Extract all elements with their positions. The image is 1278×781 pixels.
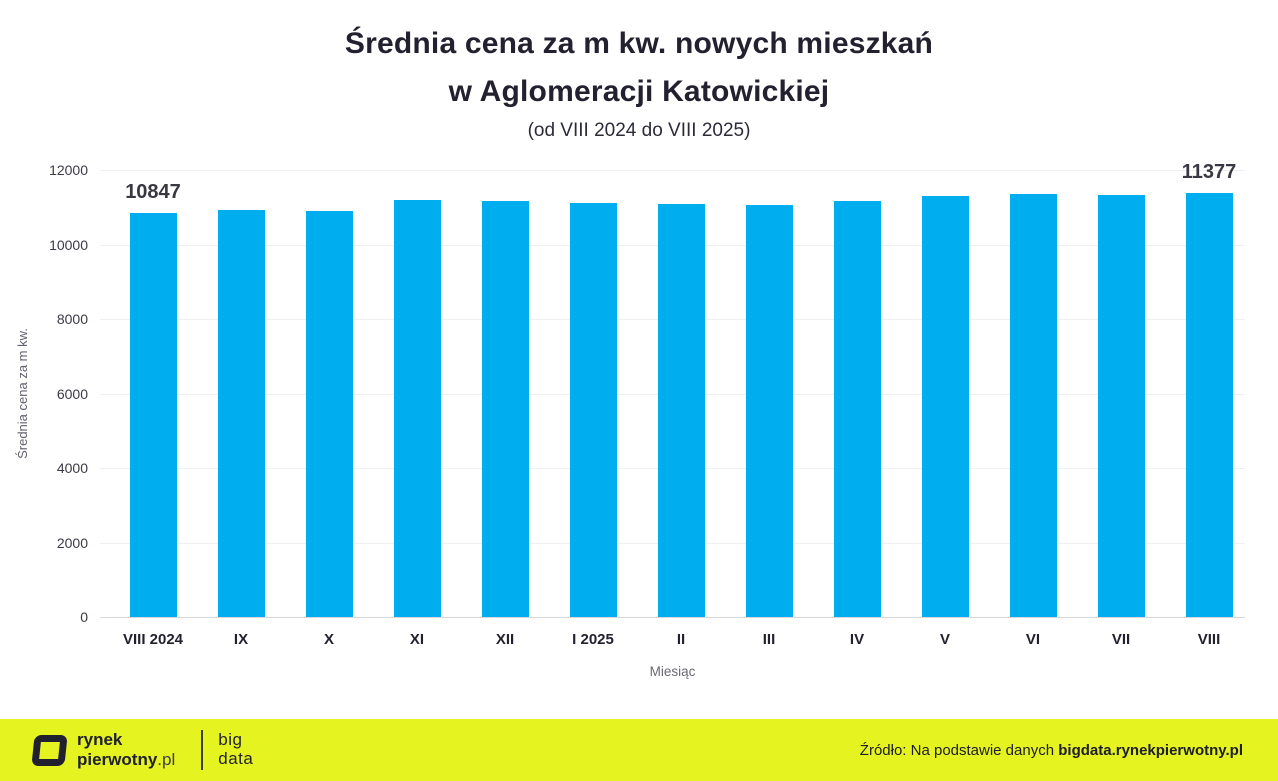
x-tick-label-V: V (939, 631, 951, 648)
chart-title-line1: Średnia cena za m kw. nowych mieszkań (344, 27, 934, 60)
bigdata-line1: big (218, 730, 243, 750)
y-axis-title-text: Średnia cena za m kw. (14, 328, 30, 459)
bar-II (657, 203, 705, 617)
gridline-12000 (100, 170, 1245, 171)
bar-VII (1097, 194, 1145, 617)
bar-III (745, 205, 793, 617)
source-prefix: Źródło: Na podstawie danych (859, 741, 1059, 759)
y-tick-label-10000: 10000 (49, 236, 88, 253)
y-axis-title: Średnia cena za m kw. (0, 170, 44, 617)
y-tick-label-6000: 6000 (56, 385, 88, 402)
logo-line2: pierwotny.pl (77, 750, 176, 769)
x-tick-label-II: II (676, 631, 686, 648)
x-tick-label-VIII: VIII (1197, 631, 1221, 648)
bigdata-logo: big data (218, 731, 253, 768)
source-note: Źródło: Na podstawie danych bigdata.ryne… (860, 742, 1243, 759)
bigdata-line2: data (218, 749, 254, 768)
bar-value-label-11377: 11377 (1181, 161, 1237, 184)
chart-title-line2: w Aglomeracji Katowickiej (448, 75, 830, 108)
x-tick-label-X: X (323, 631, 335, 648)
chart-subtitle: (od VIII 2024 do VIII 2025) (527, 120, 751, 141)
x-axis-title: Miesiąc (649, 664, 696, 679)
bar-XII (481, 200, 529, 617)
bar-XI (393, 199, 441, 617)
bar-IV (833, 200, 881, 617)
logo-line1: rynek (77, 730, 123, 750)
x-tick-label-VI: VI (1025, 631, 1041, 648)
footer: rynek pierwotny.pl big data Źródło: Na p… (0, 719, 1278, 781)
x-tick-label-I-2025: I 2025 (572, 631, 614, 648)
rynekpierwotny-logo: rynek pierwotny.pl (31, 730, 175, 769)
x-tick-label-IX: IX (233, 631, 249, 648)
y-tick-label-2000: 2000 (56, 534, 88, 551)
bar-IX (217, 209, 265, 617)
x-tick-label-VII: VII (1111, 631, 1131, 648)
bar-VIII-2024 (129, 212, 177, 617)
bar-V (921, 196, 969, 617)
rynekpierwotny-logo-icon (31, 734, 68, 766)
source-domain: bigdata.rynekpierwotny.pl (1058, 741, 1243, 759)
footer-divider (201, 730, 204, 770)
bar-X (305, 210, 353, 617)
bar-I-2025 (569, 202, 617, 617)
y-tick-label-4000: 4000 (56, 460, 88, 476)
x-tick-label-IV: IV (849, 631, 865, 648)
bar-chart-plot-area: 0 2000 4000 6000 8000 10000 12000 VIII 2024 IX X X… (49, 161, 1245, 648)
gridline-0 (100, 617, 1245, 618)
x-tick-label-XI: XI (409, 631, 425, 648)
x-tick-label-III: III (762, 631, 776, 648)
bar-value-label-10847: 10847 (125, 180, 181, 203)
x-tick-label-XII: XII (495, 631, 515, 648)
y-tick-label-0: 0 (80, 609, 88, 625)
chart-header: Średnia cena za m kw. nowych mieszkań w … (0, 0, 1278, 142)
bar-VIII (1185, 193, 1233, 617)
bar-VI (1009, 193, 1057, 617)
rynekpierwotny-logo-text: rynek pierwotny.pl (77, 730, 175, 769)
y-tick-label-12000: 12000 (49, 162, 88, 178)
x-tick-label-VIII-2024: VIII 2024 (122, 631, 184, 648)
y-tick-label-8000: 8000 (56, 311, 88, 327)
